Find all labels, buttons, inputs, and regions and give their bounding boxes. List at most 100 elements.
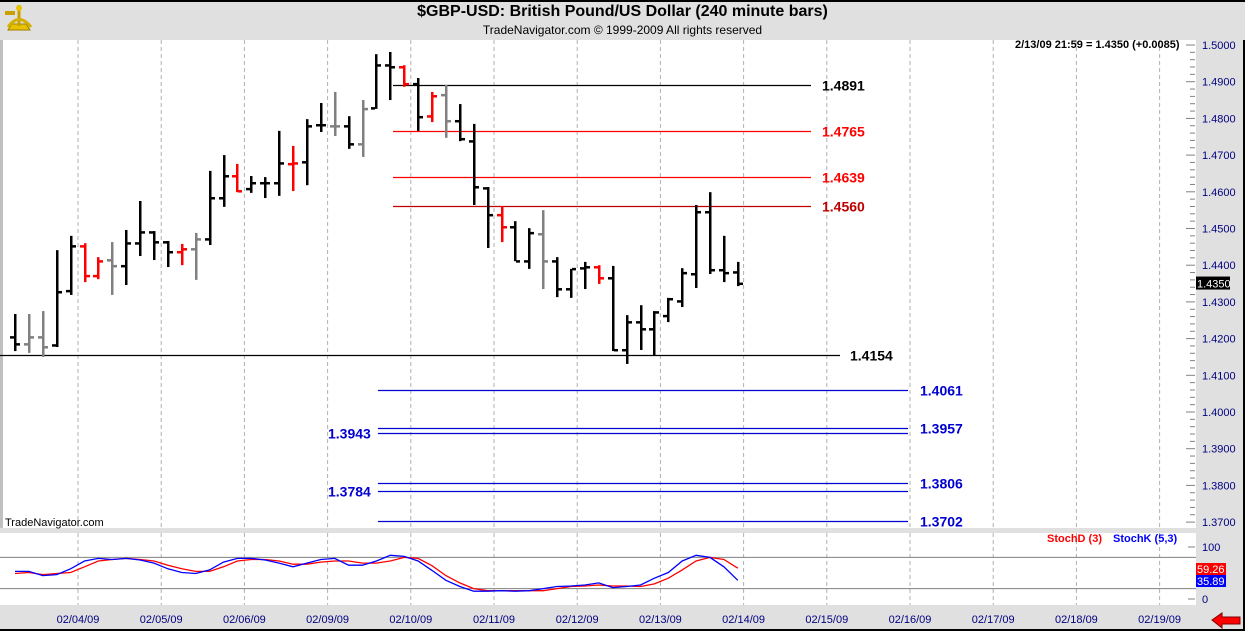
legend-stochd: StochD (3)	[1047, 533, 1102, 545]
ohlc-bar	[358, 100, 368, 157]
level-label: 1.4765	[822, 124, 865, 140]
watermark: TradeNavigator.com	[5, 517, 104, 529]
stoch-tick-label: 0	[1202, 594, 1208, 606]
ohlc-bar	[524, 228, 534, 269]
ohlc-bar	[177, 243, 187, 266]
x-tick-label: 02/09/09	[306, 614, 349, 626]
ohlc-bar	[330, 91, 340, 137]
ohlc-bar	[636, 305, 646, 350]
ohlc-bar	[121, 229, 131, 286]
ohlc-bar	[733, 261, 743, 287]
x-tick-label: 02/13/09	[639, 614, 682, 626]
ohlc-bar	[260, 177, 270, 199]
level-label: 1.3702	[920, 514, 963, 530]
x-tick-label: 02/14/09	[722, 614, 765, 626]
y-tick-label: 1.4200	[1202, 334, 1236, 346]
ohlc-bar	[483, 187, 493, 248]
ohlc-bar	[38, 311, 48, 357]
stoch-tick-label: 100	[1202, 542, 1220, 554]
ohlc-bar	[455, 104, 465, 142]
legend-stochk: StochK (5,3)	[1113, 533, 1178, 545]
x-tick-label: 02/15/09	[805, 614, 848, 626]
ohlc-bar	[149, 231, 159, 261]
y-tick-label: 1.5000	[1202, 40, 1236, 52]
ohlc-bar	[622, 315, 632, 364]
title-bar	[0, 0, 1245, 40]
last-price-box	[1196, 276, 1230, 290]
price-axis-panel	[1196, 40, 1245, 631]
ohlc-bar	[399, 65, 409, 87]
y-tick-label: 1.4800	[1202, 113, 1236, 125]
ohlc-bar	[566, 267, 576, 298]
x-tick-label: 02/04/09	[57, 614, 100, 626]
ohlc-bar	[107, 242, 117, 295]
y-tick-label: 1.4600	[1202, 187, 1236, 199]
ohlc-bar	[691, 205, 701, 288]
ohlc-bar	[663, 297, 673, 323]
y-tick-label: 1.3700	[1202, 517, 1236, 529]
date-axis-panel	[0, 605, 1245, 631]
level-label: 1.3806	[920, 476, 963, 492]
sextant-logo-icon	[5, 5, 33, 31]
ohlc-bar	[344, 116, 354, 149]
ohlc-bar	[66, 235, 76, 295]
ohlc-bar	[246, 176, 256, 193]
ohlc-bar	[677, 268, 687, 308]
level-label: 1.4154	[850, 348, 893, 364]
ohlc-bar	[385, 51, 395, 101]
x-tick-label: 02/12/09	[556, 614, 599, 626]
stoch-last-value: 59.26	[1197, 564, 1225, 576]
stoch-last-value-box	[1196, 575, 1226, 587]
level-label: 1.3784	[328, 484, 371, 500]
ohlc-bar	[469, 123, 479, 206]
stoch-last-value-box	[1196, 563, 1226, 575]
ohlc-bar	[80, 243, 90, 283]
y-tick-label: 1.4400	[1202, 260, 1236, 272]
ohlc-bar	[371, 54, 381, 110]
x-tick-label: 02/17/09	[972, 614, 1015, 626]
y-tick-label: 1.4000	[1202, 407, 1236, 419]
ohlc-bar	[232, 163, 242, 193]
ohlc-bar	[719, 235, 729, 283]
ohlc-bar	[510, 221, 520, 263]
x-tick-label: 02/16/09	[889, 614, 932, 626]
y-tick-label: 1.4700	[1202, 150, 1236, 162]
y-tick-label: 1.4300	[1202, 297, 1236, 309]
ohlc-bar	[538, 210, 548, 290]
y-tick-label: 1.4500	[1202, 224, 1236, 236]
ohlc-bar	[191, 232, 201, 280]
ohlc-bar	[93, 257, 103, 280]
panel-separator	[0, 528, 1196, 533]
ohlc-bar	[552, 257, 562, 298]
price-readout: 2/13/09 21:59 = 1.4350 (+0.0085)	[1015, 39, 1180, 51]
x-tick-label: 02/18/09	[1055, 614, 1098, 626]
ohlc-bar	[441, 85, 451, 138]
scroll-right-arrow-icon[interactable]	[1211, 612, 1241, 630]
chart-subtitle: TradeNavigator.com © 1999-2009 All right…	[482, 23, 763, 37]
y-tick-label: 1.4100	[1202, 370, 1236, 382]
y-tick-label: 1.3900	[1202, 444, 1236, 456]
ohlc-bar	[24, 314, 34, 353]
stoch-series-line	[15, 554, 739, 592]
ohlc-bar	[10, 314, 20, 352]
x-tick-label: 02/10/09	[389, 614, 432, 626]
ohlc-bar	[594, 265, 604, 284]
ohlc-bar	[316, 102, 326, 132]
ohlc-bar	[497, 206, 507, 243]
ohlc-bar	[580, 261, 590, 290]
level-label: 1.3957	[920, 421, 963, 437]
ohlc-bar	[219, 155, 229, 207]
x-tick-label: 02/19/09	[1138, 614, 1181, 626]
last-price-label: 1.4350	[1197, 279, 1231, 291]
y-tick-label: 1.3800	[1202, 480, 1236, 492]
ohlc-bar	[302, 119, 312, 186]
ohlc-bar	[413, 78, 423, 131]
x-tick-label: 02/06/09	[223, 614, 266, 626]
chart-title: $GBP-USD: British Pound/US Dollar (240 m…	[417, 3, 828, 20]
ohlc-bar	[649, 311, 659, 356]
ohlc-bar	[135, 200, 145, 257]
ohlc-bar	[274, 130, 284, 196]
ohlc-bar	[52, 250, 62, 348]
stoch-last-value: 35.89	[1197, 576, 1225, 588]
